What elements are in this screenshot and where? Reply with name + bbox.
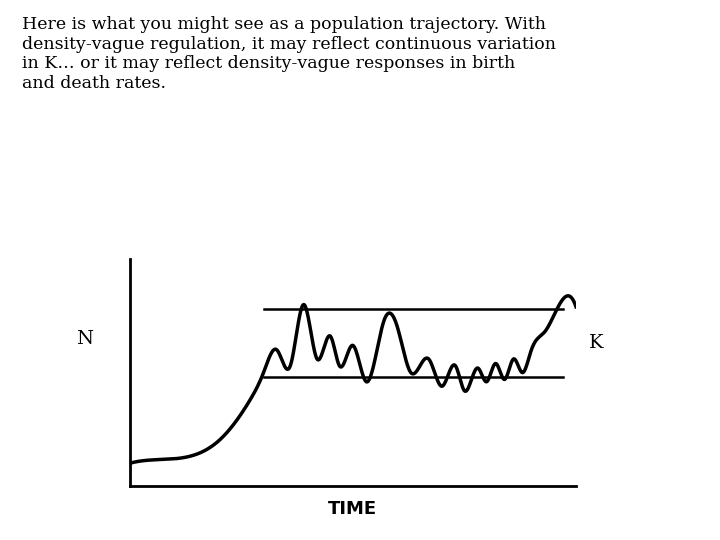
Text: K: K — [590, 334, 604, 352]
Text: N: N — [76, 329, 94, 348]
X-axis label: TIME: TIME — [328, 500, 377, 518]
Text: Here is what you might see as a population trajectory. With
density-vague regula: Here is what you might see as a populati… — [22, 16, 556, 92]
